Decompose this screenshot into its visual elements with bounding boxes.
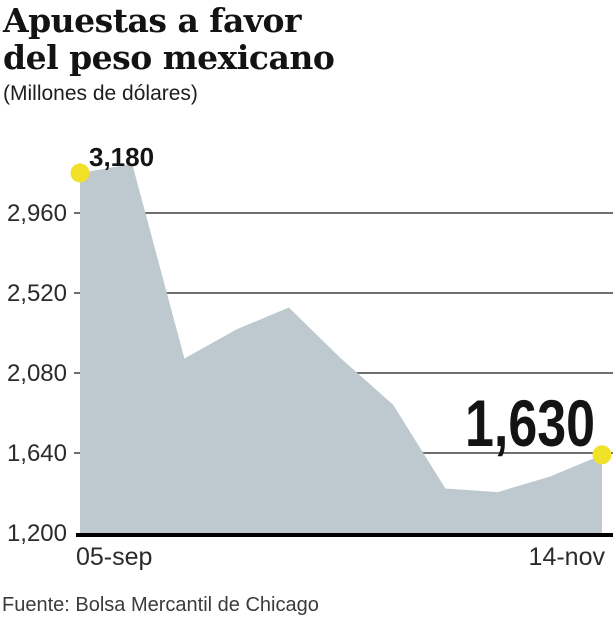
chart-subtitle: (Millones de dólares) <box>3 82 198 105</box>
start-marker <box>70 163 90 183</box>
start-value-label: 3,180 <box>89 142 154 172</box>
y-tick-label: 1,200 <box>7 520 67 547</box>
y-tick-label: 1,640 <box>7 440 67 467</box>
y-tick-label: 2,960 <box>7 200 67 227</box>
y-tick-label: 2,520 <box>7 280 67 307</box>
chart-title-line1: Apuestas a favor <box>3 1 301 40</box>
area-series <box>80 163 602 533</box>
end-value-label: 1,630 <box>465 386 595 460</box>
x-tick-label-end: 14-nov <box>529 543 606 571</box>
source-note: Fuente: Bolsa Mercantil de Chicago <box>2 594 319 616</box>
x-tick-label-start: 05-sep <box>76 543 152 571</box>
end-marker <box>592 445 612 465</box>
chart-title: Apuestas a favor del peso mexicano <box>3 1 335 77</box>
y-tick-label: 2,080 <box>7 360 67 387</box>
chart-title-line2: del peso mexicano <box>3 38 335 77</box>
